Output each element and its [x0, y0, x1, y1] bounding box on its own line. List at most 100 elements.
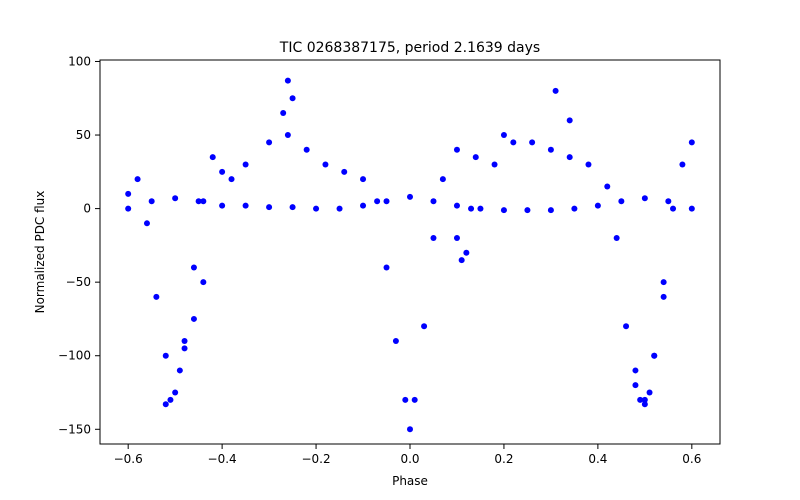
- x-tick-label: 0.2: [494, 452, 513, 466]
- data-point: [402, 396, 409, 403]
- data-point: [637, 396, 644, 403]
- data-point: [181, 345, 188, 352]
- data-point: [472, 154, 479, 161]
- data-point: [585, 161, 592, 168]
- data-point: [641, 401, 648, 408]
- data-point: [289, 95, 296, 102]
- data-point: [524, 207, 531, 214]
- data-point: [341, 168, 348, 175]
- data-point: [125, 205, 132, 212]
- x-tick-label: −0.2: [301, 452, 330, 466]
- data-point: [411, 396, 418, 403]
- data-point: [566, 154, 573, 161]
- data-point: [280, 109, 287, 116]
- data-point: [491, 161, 498, 168]
- data-point: [547, 207, 554, 214]
- data-point: [172, 389, 179, 396]
- data-point: [665, 198, 672, 205]
- axes-frame: [99, 59, 721, 445]
- data-point: [594, 202, 601, 209]
- data-point: [266, 204, 273, 211]
- y-tick-label: −50: [66, 275, 91, 289]
- data-point: [219, 168, 226, 175]
- data-point: [195, 198, 202, 205]
- data-point: [477, 205, 484, 212]
- y-axis-ticks: 100 50 0 −50 −100 −150: [58, 54, 100, 436]
- data-point: [148, 198, 155, 205]
- data-point: [383, 264, 390, 271]
- data-point: [242, 161, 249, 168]
- data-point: [458, 257, 465, 264]
- data-point: [360, 176, 367, 183]
- data-point: [651, 352, 658, 359]
- y-axis-label: Normalized PDC flux: [33, 191, 47, 314]
- data-point: [162, 401, 169, 408]
- data-point: [374, 198, 381, 205]
- data-point: [181, 338, 188, 345]
- data-point: [688, 139, 695, 146]
- data-point: [172, 195, 179, 202]
- data-point: [421, 323, 428, 330]
- y-tick-label: 0: [83, 202, 91, 216]
- data-point: [167, 396, 174, 403]
- data-point: [407, 193, 413, 200]
- data-point: [613, 235, 620, 242]
- data-point: [529, 139, 536, 146]
- data-point: [510, 139, 517, 146]
- data-point: [200, 198, 207, 205]
- y-tick-label: 50: [76, 128, 91, 142]
- data-point: [500, 132, 507, 139]
- data-point: [200, 279, 207, 286]
- data-point: [646, 389, 653, 396]
- data-point: [660, 279, 667, 286]
- data-point: [468, 205, 475, 212]
- data-point: [641, 396, 648, 403]
- data-point: [190, 264, 197, 271]
- data-point: [660, 293, 667, 300]
- data-point: [439, 176, 446, 183]
- data-point: [134, 176, 141, 183]
- data-point: [125, 190, 132, 197]
- data-point: [383, 198, 390, 205]
- data-point: [313, 205, 320, 212]
- data-point: [679, 161, 686, 168]
- data-point: [453, 146, 460, 153]
- data-point: [143, 220, 150, 227]
- x-axis-ticks: −0.6 −0.4 −0.2 0.0 0.2 0.4 0.6: [114, 444, 701, 466]
- y-tick-label: −100: [58, 349, 91, 363]
- x-tick-label: −0.6: [114, 452, 143, 466]
- x-axis-label: Phase: [392, 474, 428, 488]
- data-point: [407, 426, 413, 433]
- data-point: [632, 382, 639, 389]
- data-point: [688, 205, 695, 212]
- data-point: [284, 132, 291, 139]
- data-point: [641, 195, 648, 202]
- data-point: [176, 367, 183, 374]
- data-point: [430, 235, 437, 242]
- data-point: [322, 161, 329, 168]
- data-point: [242, 202, 249, 209]
- data-point: [228, 176, 235, 183]
- x-tick-label: 0.6: [682, 452, 701, 466]
- data-point: [303, 146, 310, 153]
- data-point: [566, 117, 573, 124]
- x-tick-label: 0.0: [400, 452, 419, 466]
- y-tick-label: −150: [58, 422, 91, 436]
- data-point: [552, 87, 559, 94]
- data-point: [618, 198, 625, 205]
- data-point: [162, 352, 169, 359]
- data-point: [571, 205, 578, 212]
- data-points: [125, 77, 695, 433]
- chart-title: TIC 0268387175, period 2.1639 days: [279, 40, 540, 56]
- data-point: [209, 154, 216, 161]
- data-point: [670, 205, 677, 212]
- data-point: [500, 207, 507, 214]
- data-point: [153, 293, 160, 300]
- data-point: [463, 249, 470, 256]
- data-point: [623, 323, 630, 330]
- data-point: [289, 204, 296, 211]
- data-point: [219, 202, 226, 209]
- data-point: [453, 202, 460, 209]
